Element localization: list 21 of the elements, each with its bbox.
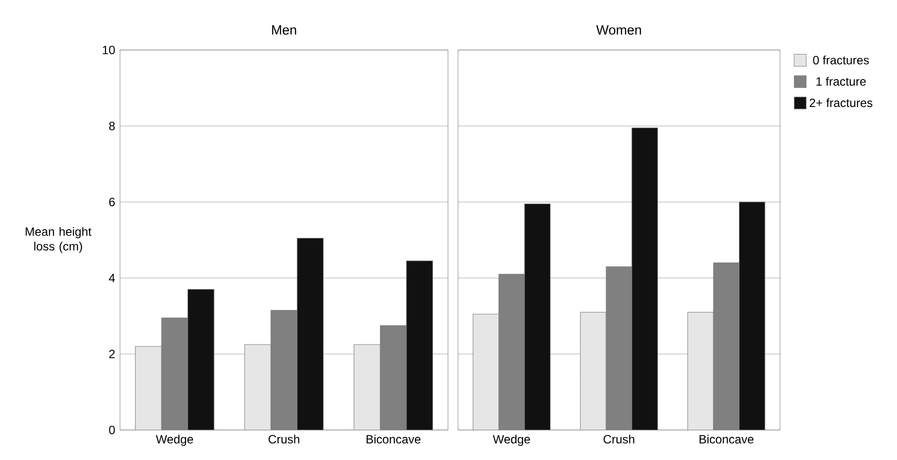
x-tick-label: Crush — [604, 434, 634, 444]
x-tick-label: Wedge — [156, 434, 194, 446]
bar — [354, 344, 380, 430]
legend-label: 1 fracture — [816, 76, 866, 86]
legend-label: 0 fractures — [813, 56, 869, 64]
legend-label: 2+ fractures — [810, 98, 872, 108]
x-tick-label: Crush — [268, 434, 300, 444]
y-tick-label: 8 — [109, 122, 115, 130]
chart-title: Women — [596, 25, 641, 35]
x-tick-label: Biconcave — [700, 434, 754, 444]
y-axis-title: Mean height loss (cm) — [26, 227, 92, 253]
bar — [244, 344, 272, 430]
bar — [135, 346, 162, 430]
y-tick-label: 2 — [109, 350, 115, 358]
y-tick-label: 4 — [108, 274, 115, 282]
x-tick-label: Biconcave — [366, 434, 420, 444]
y-tick-label: 6 — [109, 198, 115, 206]
y-tick-label: 10 — [102, 46, 115, 54]
y-tick-label: 0 — [109, 426, 115, 434]
chart-title: Men — [272, 25, 296, 35]
x-tick-label: Wedge — [492, 434, 530, 446]
